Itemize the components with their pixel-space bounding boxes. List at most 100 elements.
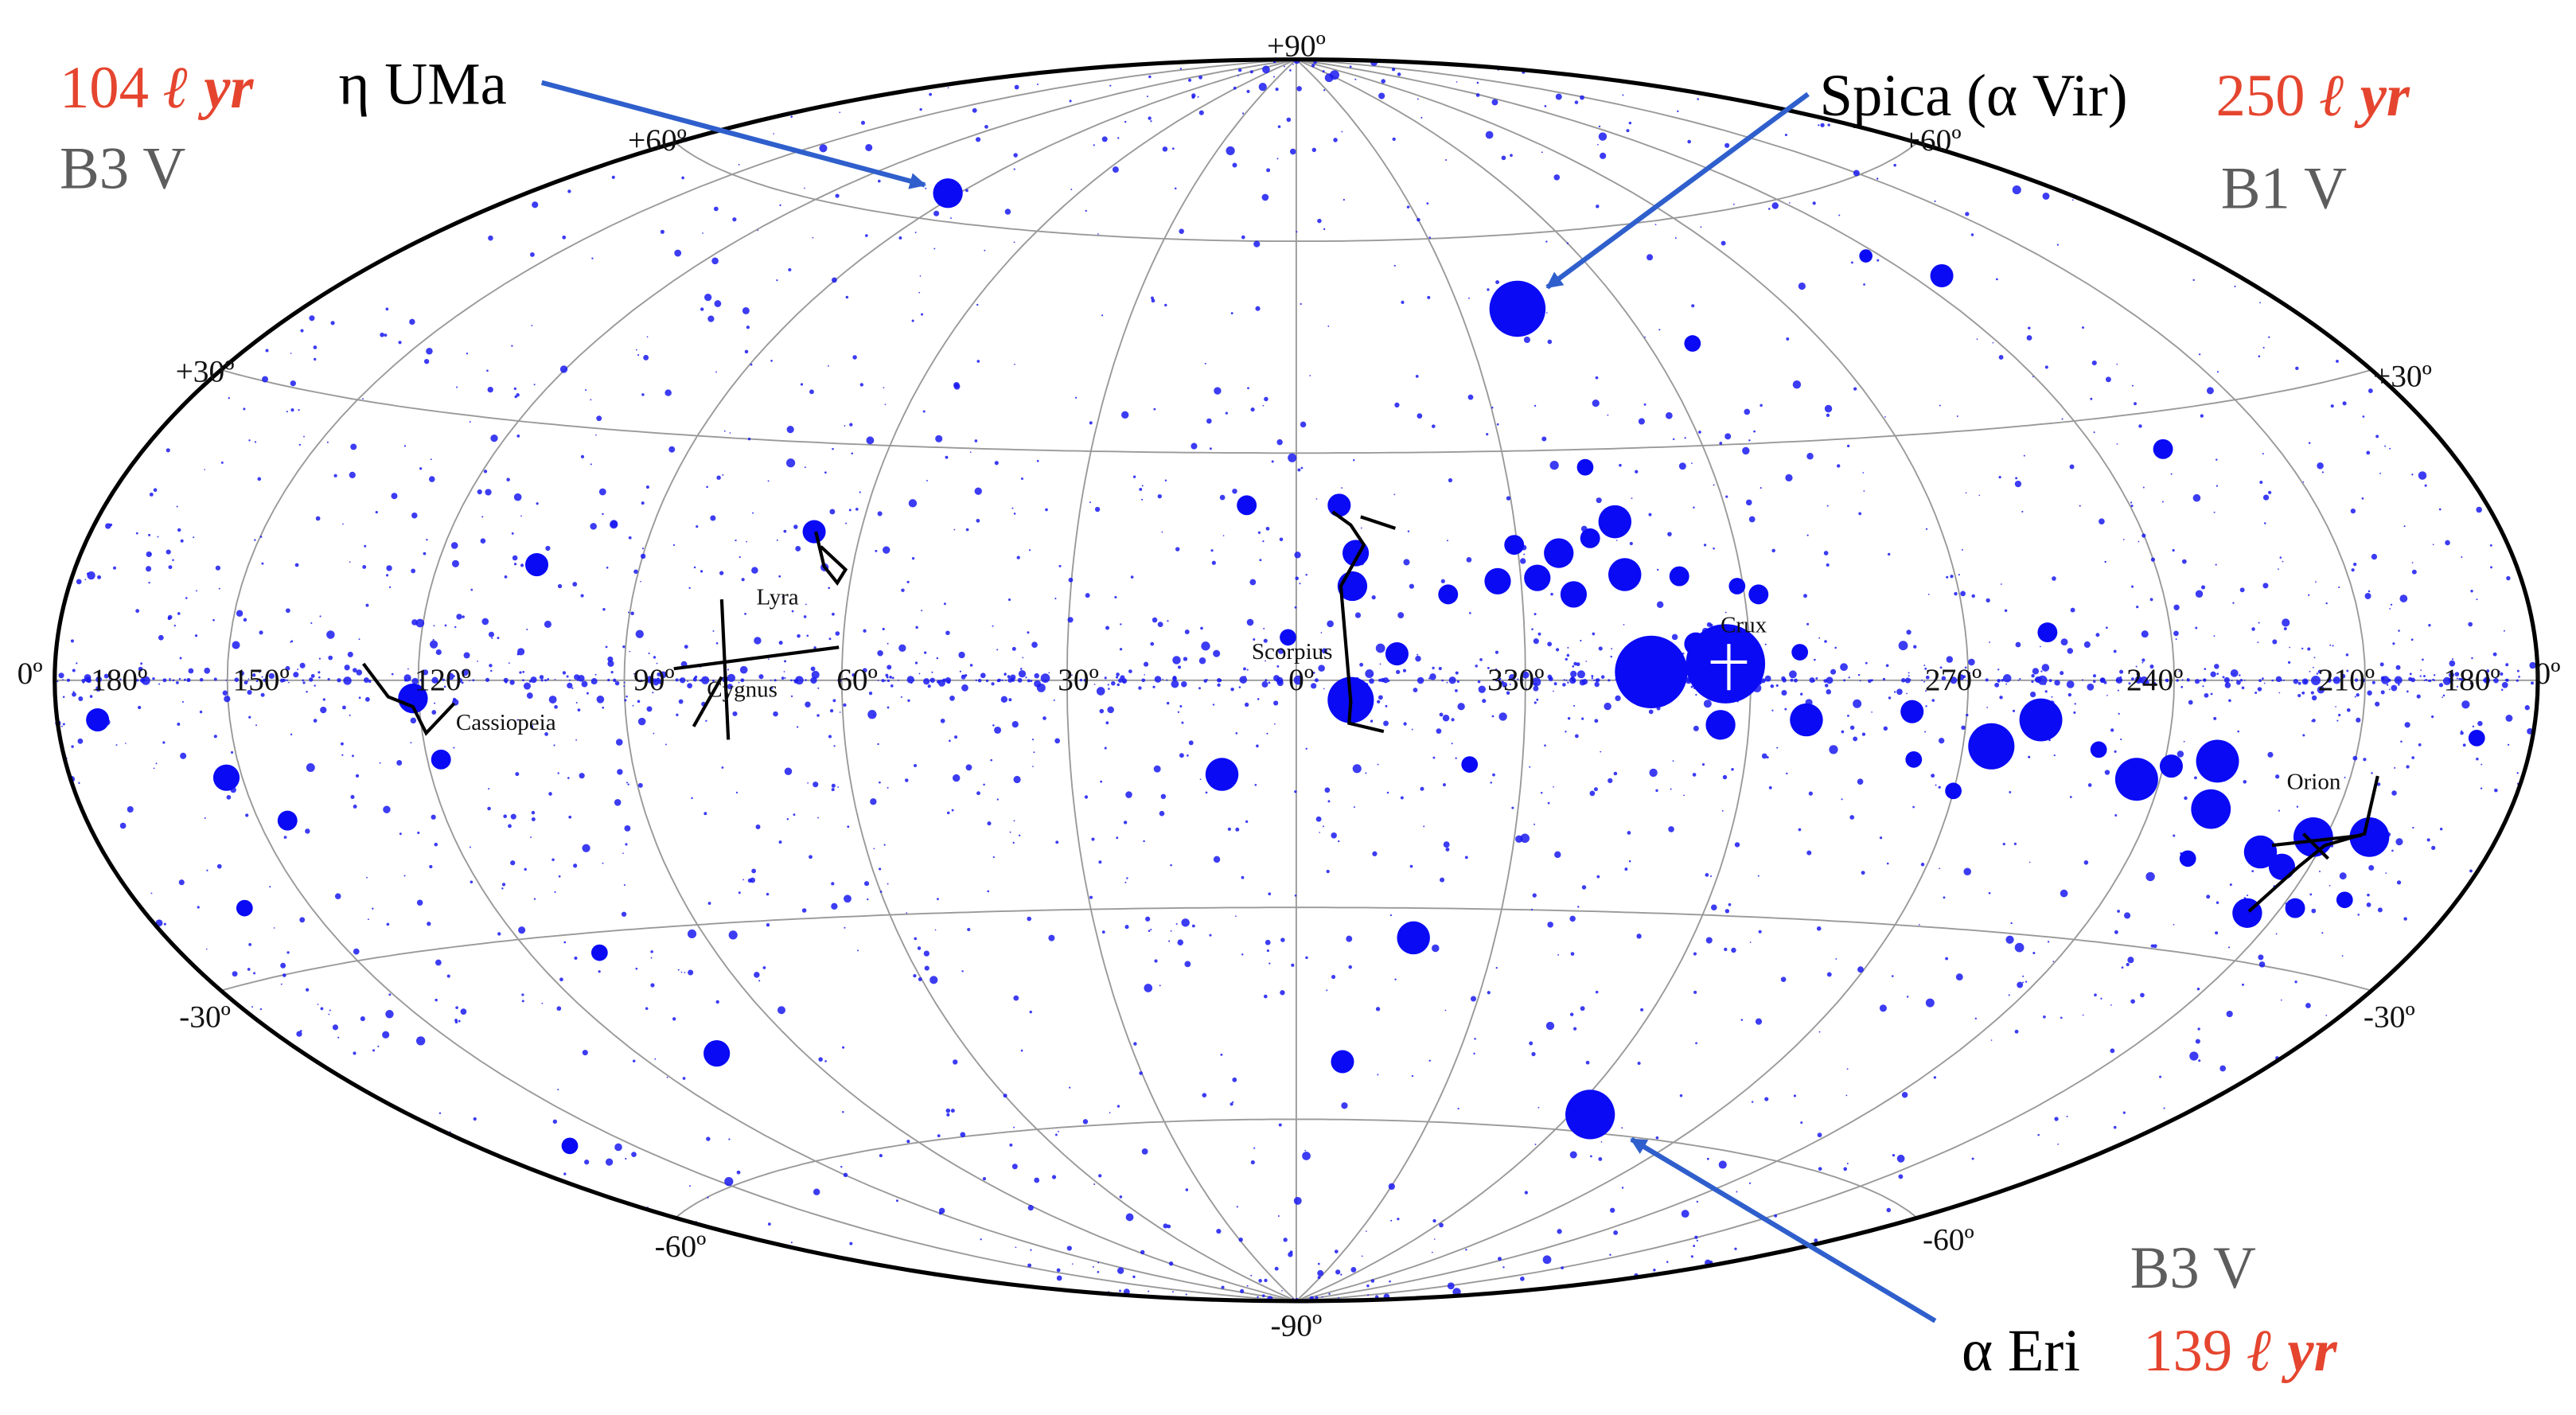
star — [1824, 404, 1833, 413]
star — [1253, 1147, 1256, 1149]
star — [754, 637, 762, 645]
star — [411, 568, 416, 574]
star — [2433, 674, 2436, 676]
star — [613, 678, 617, 682]
lat-label: +30º — [176, 353, 235, 388]
star — [2159, 1075, 2162, 1078]
star — [1846, 1068, 1849, 1070]
star — [844, 425, 846, 427]
star — [1096, 687, 1105, 696]
star — [212, 618, 215, 622]
star — [516, 648, 525, 656]
star — [1262, 540, 1265, 543]
star — [786, 818, 789, 821]
star — [2141, 661, 2144, 664]
star — [2317, 669, 2322, 674]
star — [843, 1172, 848, 1178]
star — [687, 680, 689, 682]
star — [1191, 924, 1195, 928]
star — [1709, 875, 1713, 878]
star — [2251, 870, 2254, 872]
star — [1487, 666, 1490, 669]
star — [2330, 404, 2334, 408]
star — [1540, 792, 1543, 794]
star — [1172, 656, 1181, 665]
star — [1470, 996, 1477, 1002]
star — [309, 677, 314, 682]
star — [1386, 791, 1389, 794]
star — [1291, 963, 1295, 967]
star — [57, 680, 59, 683]
star — [1610, 1207, 1615, 1213]
star — [328, 1013, 330, 1015]
star — [1350, 1266, 1357, 1273]
star — [1101, 314, 1104, 317]
star — [1595, 376, 1599, 380]
star — [1181, 918, 1190, 927]
star — [1691, 462, 1693, 465]
star — [947, 87, 949, 89]
star — [1986, 707, 1988, 708]
star — [831, 783, 836, 788]
star — [255, 724, 258, 727]
star — [2014, 942, 2025, 953]
star — [1497, 1257, 1502, 1261]
star — [1389, 914, 1393, 917]
star — [2516, 772, 2519, 774]
star — [1974, 1017, 1977, 1020]
star — [1598, 1156, 1603, 1161]
star — [2122, 1111, 2126, 1114]
star — [253, 972, 256, 975]
star — [818, 1057, 823, 1062]
star — [711, 257, 719, 265]
star — [58, 672, 64, 679]
star — [924, 965, 929, 971]
star — [1372, 851, 1378, 856]
star — [1440, 579, 1445, 583]
star — [544, 679, 547, 682]
star — [2181, 679, 2184, 681]
star — [1826, 676, 1834, 684]
star — [1417, 653, 1419, 656]
star — [2138, 424, 2142, 428]
star — [2506, 575, 2511, 581]
star — [2239, 587, 2245, 593]
star — [1600, 675, 1605, 679]
star — [1326, 869, 1330, 874]
star — [1382, 677, 1389, 684]
star — [2489, 544, 2492, 547]
star — [1681, 1210, 1689, 1218]
star — [2258, 622, 2260, 624]
star — [66, 678, 70, 682]
star — [602, 513, 604, 516]
star — [1502, 1266, 1505, 1269]
star — [1827, 123, 1830, 127]
star — [1237, 75, 1239, 76]
star — [554, 891, 556, 894]
star — [2332, 676, 2341, 684]
star — [640, 679, 643, 682]
star — [1440, 877, 1445, 883]
star — [1036, 84, 1039, 86]
star — [1261, 681, 1269, 688]
star — [1328, 1292, 1331, 1296]
star — [435, 998, 438, 1002]
star — [368, 680, 372, 684]
star — [1371, 719, 1373, 722]
star — [1253, 240, 1261, 248]
star — [627, 783, 629, 785]
star — [1784, 133, 1787, 137]
star — [1314, 678, 1319, 683]
star — [2449, 672, 2454, 678]
star — [2213, 511, 2216, 513]
star — [623, 681, 625, 684]
star — [1826, 413, 1830, 417]
star — [937, 1134, 941, 1138]
star — [429, 864, 433, 869]
bright-star — [1484, 567, 1511, 594]
star — [247, 678, 250, 680]
star — [1121, 411, 1129, 419]
star — [2029, 692, 2036, 698]
star — [640, 553, 646, 559]
star — [1274, 723, 1276, 725]
